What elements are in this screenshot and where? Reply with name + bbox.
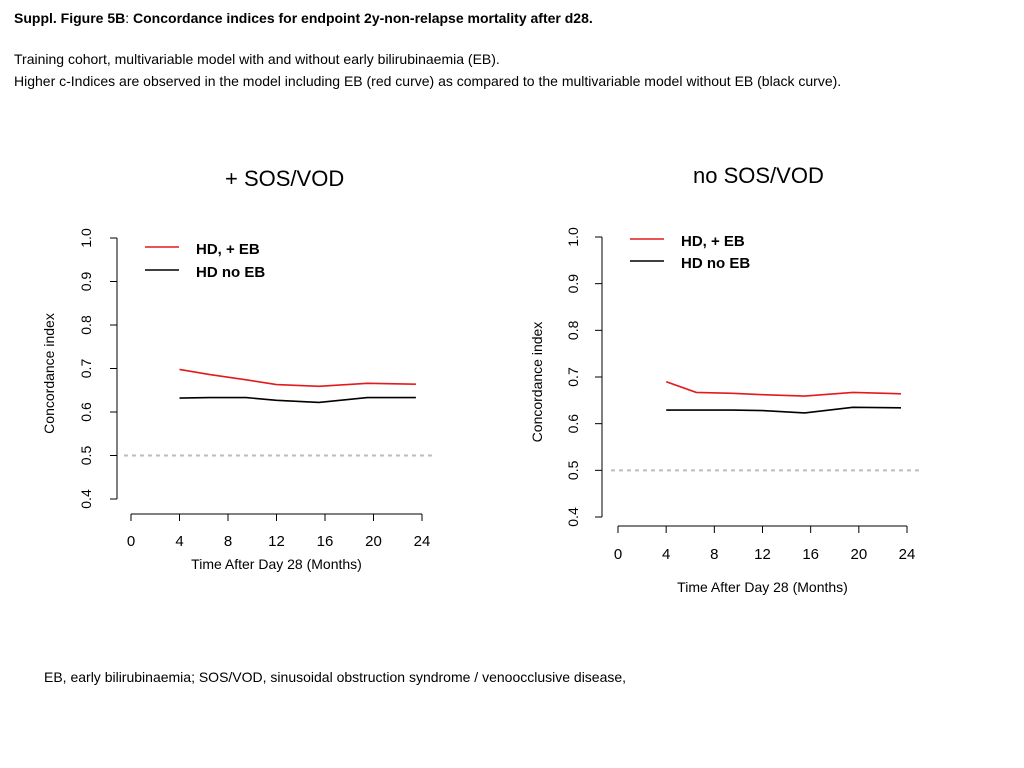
caption-line-1: Training cohort, multivariable model wit…	[14, 51, 500, 67]
x-tick-label: 24	[899, 546, 916, 563]
y-tick-label: 0.9	[565, 274, 581, 294]
y-axis-label: Concordance index	[41, 313, 57, 434]
series-line-hd-no-eb	[179, 396, 416, 404]
figure-title-prefix: Suppl. Figure 5B	[14, 10, 126, 26]
x-tick-label: 16	[317, 533, 334, 550]
y-tick-label: 0.4	[78, 489, 94, 509]
x-tick-label: 8	[224, 533, 232, 550]
y-tick-label: 1.0	[565, 227, 581, 247]
x-tick-label: 16	[802, 546, 819, 563]
x-tick-label: 0	[127, 533, 135, 550]
y-tick-label: 0.5	[565, 460, 581, 480]
figure-title-rest: Concordance indices for endpoint 2y-non-…	[129, 10, 593, 26]
series-line-hd-eb	[665, 380, 902, 397]
series-line-hd-eb	[179, 368, 416, 388]
figure-title: Suppl. Figure 5B: Concordance indices fo…	[14, 9, 593, 27]
y-tick-label: 0.6	[78, 402, 94, 422]
y-tick-label: 0.4	[565, 507, 581, 527]
figure-title-sep: :	[125, 10, 130, 26]
series-line-hd-no-eb	[666, 406, 902, 414]
panel-title-sos-vod: + SOS/VOD	[225, 166, 345, 191]
panel-title-no-sos-vod: no SOS/VOD	[693, 163, 824, 188]
legend-label-hd-eb: HD, + EB	[681, 233, 745, 250]
x-axis-label: Time After Day 28 (Months)	[191, 556, 362, 572]
x-tick-label: 0	[614, 546, 622, 563]
x-tick-label: 20	[850, 546, 867, 563]
y-tick-label: 0.7	[565, 367, 581, 387]
y-tick-label: 0.8	[565, 320, 581, 340]
x-tick-label: 4	[662, 546, 670, 563]
footnote: EB, early bilirubinaemia; SOS/VOD, sinus…	[44, 669, 627, 685]
y-tick-label: 0.8	[78, 315, 94, 335]
x-tick-label: 24	[414, 533, 431, 550]
y-tick-label: 0.9	[78, 272, 94, 292]
legend-label-hd-no-eb: HD no EB	[681, 255, 750, 272]
x-tick-label: 4	[175, 533, 183, 550]
x-tick-label: 12	[754, 546, 771, 563]
x-tick-label: 12	[268, 533, 285, 550]
y-tick-label: 0.5	[78, 446, 94, 466]
caption-line-2: Higher c-Indices are observed in the mod…	[14, 73, 842, 89]
x-axis-label: Time After Day 28 (Months)	[677, 579, 848, 595]
x-tick-label: 8	[710, 546, 718, 563]
y-tick-label: 1.0	[78, 228, 94, 248]
legend-label-hd-eb: HD, + EB	[196, 241, 260, 258]
y-tick-label: 0.6	[565, 414, 581, 434]
x-tick-label: 20	[365, 533, 382, 550]
y-axis-label: Concordance index	[529, 322, 545, 443]
y-tick-label: 0.7	[78, 359, 94, 379]
legend-label-hd-no-eb: HD no EB	[196, 264, 265, 281]
